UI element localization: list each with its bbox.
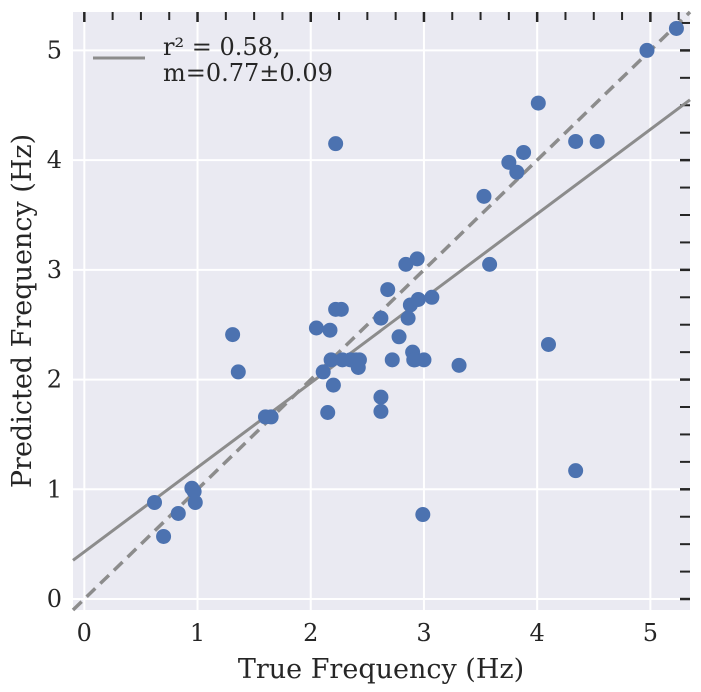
right-axis-ticks (680, 21, 690, 601)
data-point (530, 95, 546, 111)
data-point (415, 507, 431, 523)
data-point (373, 403, 389, 419)
data-point (589, 133, 605, 149)
data-point (409, 251, 425, 267)
x-tick-label: 0 (77, 619, 92, 647)
x-tick-label: 1 (190, 619, 205, 647)
y-axis-title: Predicted Frequency (Hz) (7, 134, 38, 488)
data-point (516, 144, 532, 160)
data-point (147, 494, 163, 510)
data-point (320, 404, 336, 420)
data-point (668, 20, 684, 36)
data-point (391, 329, 407, 345)
x-tick-label: 4 (530, 619, 545, 647)
data-point (400, 310, 416, 326)
legend-label-slope: m=0.77±0.09 (163, 59, 333, 87)
data-point (476, 188, 492, 204)
legend: r² = 0.58, m=0.77±0.09 (93, 33, 333, 87)
data-point (186, 483, 202, 499)
grid-lines (73, 12, 690, 610)
data-point (315, 364, 331, 380)
data-point (170, 505, 186, 521)
data-point (384, 352, 400, 368)
data-point (351, 352, 367, 368)
y-tick-label: 1 (47, 475, 62, 503)
data-point (451, 357, 467, 373)
data-point (410, 291, 426, 307)
y-tick-labels: 0 1 2 3 4 5 (47, 36, 62, 613)
data-point (373, 389, 389, 405)
data-point (328, 136, 344, 152)
top-axis-ticks (83, 12, 680, 22)
x-tick-label: 5 (643, 619, 658, 647)
data-point (230, 364, 246, 380)
data-point (568, 463, 584, 479)
y-tick-label: 2 (47, 366, 62, 394)
data-point (225, 327, 241, 343)
y-tick-label: 4 (47, 146, 62, 174)
y-tick-label: 5 (47, 36, 62, 64)
data-point (333, 301, 349, 317)
data-point (322, 322, 338, 338)
y-tick-label: 3 (47, 256, 62, 284)
data-point (568, 133, 584, 149)
x-tick-labels: 0 1 2 3 4 5 (77, 619, 658, 647)
data-point (416, 352, 432, 368)
x-axis-title: True Frequency (Hz) (238, 654, 524, 685)
data-point (639, 42, 655, 58)
data-point (323, 352, 339, 368)
data-point (373, 310, 389, 326)
data-point (482, 256, 498, 272)
data-point (380, 282, 396, 298)
data-point (325, 377, 341, 393)
legend-label-r2: r² = 0.58, (163, 33, 281, 61)
y-tick-label: 0 (47, 585, 62, 613)
x-tick-label: 2 (303, 619, 318, 647)
data-point (540, 336, 556, 352)
data-points (147, 20, 684, 544)
data-point (263, 409, 279, 425)
data-point (398, 256, 414, 272)
data-point (187, 494, 203, 510)
data-point (308, 320, 324, 336)
fit-line (72, 98, 691, 562)
x-tick-label: 3 (416, 619, 431, 647)
data-point (424, 289, 440, 305)
data-point (156, 528, 172, 544)
data-point (509, 164, 525, 180)
